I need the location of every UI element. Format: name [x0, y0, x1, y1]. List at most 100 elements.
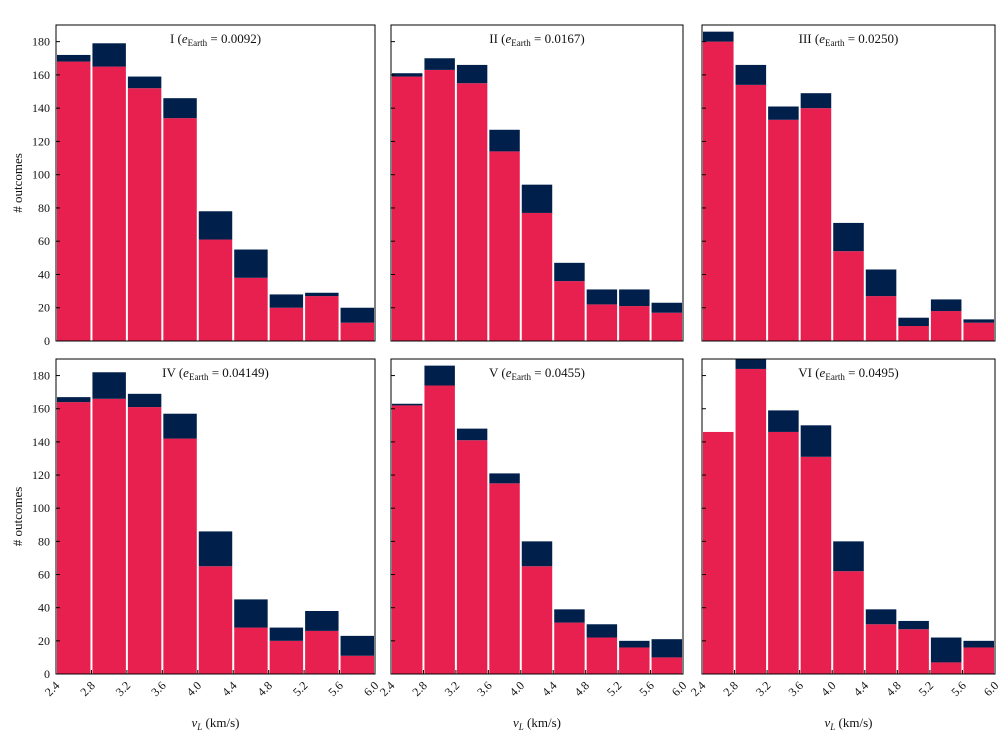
bar: [269, 294, 304, 308]
x-tick-label: 5.2: [290, 678, 311, 699]
y-tick-label: 80: [38, 534, 50, 548]
bar: [57, 402, 91, 674]
x-tick-label: 6.0: [981, 678, 1002, 699]
x-tick-label: 4.4: [219, 678, 240, 699]
y-tick-label: 60: [38, 234, 50, 248]
bar: [898, 629, 929, 674]
y-tick-label: 140: [32, 101, 50, 115]
bar: [735, 359, 767, 369]
panel-title: V (eEarth = 0.0455): [489, 365, 585, 382]
bar: [163, 98, 197, 119]
bar: [305, 296, 339, 341]
x-tick-label: 6.0: [669, 678, 690, 699]
label-part: (km/s): [202, 715, 239, 730]
x-tick-label: 3.2: [113, 678, 134, 699]
bar: [554, 262, 585, 282]
x-tick-label: 4.8: [883, 678, 904, 699]
bar: [127, 88, 162, 341]
bar: [586, 304, 618, 341]
y-axis-label: # outcomes: [10, 487, 25, 547]
bar: [586, 637, 618, 674]
x-tick-label: 2.4: [688, 678, 709, 699]
panel-title: IV (eEarth = 0.04149): [162, 365, 269, 382]
x-axis-label: vL (km/s): [825, 715, 873, 732]
bar: [586, 289, 618, 305]
x-tick-label: 5.2: [916, 678, 937, 699]
bar: [619, 289, 650, 307]
title-part: II (: [489, 31, 505, 46]
panel: [392, 58, 682, 341]
bar: [963, 640, 994, 648]
bar: [963, 647, 994, 674]
bar: [651, 657, 682, 674]
bar: [619, 647, 650, 674]
x-tick-label: 2.4: [377, 678, 398, 699]
bar: [651, 302, 682, 313]
bar: [898, 326, 929, 341]
label-part: v: [825, 715, 831, 730]
bar: [392, 403, 423, 406]
title-part: = 0.0250): [844, 31, 898, 46]
bar: [92, 398, 126, 674]
bar: [456, 83, 488, 341]
y-tick-label: 180: [32, 369, 50, 383]
title-part: e: [819, 31, 825, 46]
bar: [586, 624, 618, 638]
panel: [703, 31, 994, 341]
bar: [800, 108, 832, 341]
bar: [424, 385, 455, 674]
bar: [127, 393, 162, 408]
bar: [198, 211, 233, 240]
y-tick-label: 20: [38, 301, 50, 315]
x-axis-label: vL (km/s): [513, 715, 561, 732]
y-axis-label: # outcomes: [10, 153, 25, 213]
title-part: Earth: [511, 38, 531, 48]
bar: [521, 212, 553, 341]
x-tick-label: 2.4: [42, 678, 63, 699]
bar: [234, 277, 268, 341]
bar: [392, 76, 423, 341]
x-tick-label: 5.2: [604, 678, 625, 699]
bar: [703, 41, 734, 341]
x-axis-label: vL (km/s): [192, 715, 240, 732]
bar: [424, 58, 455, 70]
x-tick-label: 2.8: [77, 678, 98, 699]
x-tick-label: 3.6: [474, 678, 495, 699]
bar: [269, 627, 304, 641]
x-tick-label: 5.6: [948, 678, 969, 699]
bar: [554, 622, 585, 674]
title-part: Earth: [825, 38, 845, 48]
bar: [57, 397, 91, 403]
y-tick-label: 120: [32, 468, 50, 482]
bar: [424, 69, 455, 341]
bar: [340, 307, 374, 323]
bar: [92, 372, 126, 399]
y-tick-label: 140: [32, 435, 50, 449]
bar: [554, 609, 585, 623]
bar: [456, 64, 488, 84]
y-tick-label: 120: [32, 134, 50, 148]
x-tick-label: 4.8: [572, 678, 593, 699]
x-tick-label: 3.2: [753, 678, 774, 699]
bar: [768, 410, 799, 432]
bar: [865, 609, 897, 625]
bar: [800, 425, 832, 457]
bar: [340, 655, 374, 674]
bar: [703, 431, 734, 674]
title-part: I (: [170, 31, 182, 46]
bar: [456, 428, 488, 441]
bar: [198, 531, 233, 567]
axes-frame: [390, 358, 684, 675]
x-tick-label: 4.8: [255, 678, 276, 699]
label-part: L: [196, 722, 202, 732]
axes-frame: [55, 358, 376, 675]
label-part: L: [518, 722, 524, 732]
label-part: (km/s): [524, 715, 561, 730]
bar: [898, 620, 929, 630]
bar: [865, 624, 897, 674]
title-part: Earth: [512, 372, 532, 382]
panel: [57, 43, 374, 341]
bar: [833, 251, 864, 341]
x-tick-label: 3.2: [442, 678, 463, 699]
